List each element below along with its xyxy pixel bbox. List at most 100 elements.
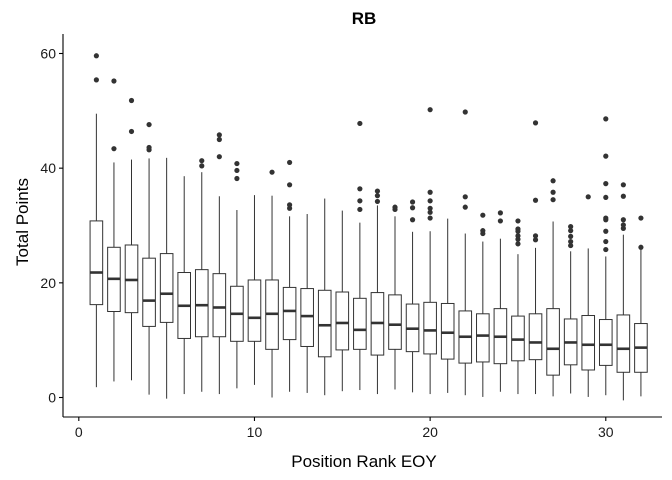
outlier-point: [550, 197, 556, 203]
box-19: [405, 199, 420, 393]
box-3: [124, 97, 139, 381]
outlier-point: [111, 78, 117, 84]
outlier-point: [603, 215, 609, 221]
outlier-point: [532, 120, 539, 126]
outlier-point: [287, 202, 293, 208]
outlier-point: [603, 116, 609, 122]
outlier-point: [427, 107, 433, 113]
outlier-point: [620, 222, 626, 228]
box-24: [493, 210, 508, 392]
box-32: [634, 215, 648, 397]
box-29: [581, 194, 596, 397]
outlier-point: [480, 212, 486, 218]
outlier-point: [568, 228, 574, 234]
outlier-point: [216, 154, 222, 160]
outlier-point: [234, 167, 240, 174]
outlier-point: [409, 217, 416, 223]
box-12: [282, 159, 297, 392]
box-4: [142, 121, 156, 395]
y-tick-label: 40: [40, 160, 56, 176]
outlier-point: [111, 146, 117, 152]
outlier-point: [497, 218, 503, 224]
plot-area: [89, 53, 648, 401]
outlier-point: [374, 188, 381, 194]
outlier-point: [128, 97, 135, 104]
outlier-point: [427, 198, 433, 204]
outlier-point: [357, 198, 363, 204]
outlier-point: [374, 193, 381, 199]
y-tick-label: 0: [48, 390, 56, 406]
outlier-point: [603, 153, 609, 159]
box-9: [230, 160, 244, 389]
outlier-point: [269, 169, 275, 175]
outlier-point: [462, 204, 468, 210]
outlier-point: [427, 189, 433, 195]
chart-title: RB: [352, 9, 377, 28]
iqr-box: [317, 289, 332, 358]
box-20: [423, 107, 437, 395]
box-22: [458, 109, 473, 396]
outlier-point: [128, 128, 135, 135]
outlier-point: [462, 194, 468, 200]
y-tick-label: 60: [40, 45, 56, 61]
box-11: [265, 169, 279, 398]
box-5: [159, 157, 174, 399]
outlier-point: [357, 120, 363, 127]
box-7: [194, 158, 209, 392]
outlier-point: [515, 241, 521, 247]
outlier-point: [603, 246, 609, 253]
iqr-box: [476, 313, 490, 363]
x-tick-label: 20: [422, 424, 438, 440]
outlier-point: [234, 160, 240, 167]
outlier-point: [427, 205, 433, 211]
box-16: [353, 120, 367, 391]
box-2: [107, 78, 121, 382]
outlier-point: [603, 228, 609, 234]
outlier-point: [568, 233, 574, 239]
iqr-box: [546, 308, 560, 376]
x-tick-label: 10: [247, 424, 263, 440]
outlier-point: [462, 109, 468, 115]
box-18: [388, 204, 402, 390]
box-8: [212, 132, 227, 395]
axes: 0 20 40 60 0 10 20 30: [40, 34, 662, 440]
box-17: [370, 188, 385, 395]
box-13: [300, 214, 314, 393]
outlier-point: [620, 182, 626, 188]
x-axis-label: Position Rank EOY: [291, 452, 437, 471]
outlier-point: [234, 175, 240, 182]
outlier-point: [427, 209, 433, 215]
y-tick-label: 20: [40, 275, 56, 291]
outlier-point: [532, 233, 539, 239]
box-15: [335, 210, 350, 392]
outlier-point: [357, 206, 363, 213]
outlier-point: [409, 199, 416, 205]
outlier-point: [603, 238, 609, 245]
iqr-box: [282, 286, 297, 341]
iqr-box: [194, 269, 209, 338]
iqr-box: [353, 297, 367, 350]
outlier-point: [216, 136, 222, 143]
iqr-box: [335, 291, 350, 351]
box-28: [563, 224, 578, 394]
outlier-point: [638, 244, 644, 250]
iqr-box: [388, 294, 402, 350]
outlier-point: [146, 144, 152, 151]
iqr-box: [598, 319, 613, 366]
box-26: [528, 120, 543, 395]
outlier-point: [532, 197, 539, 203]
iqr-box: [89, 220, 104, 306]
outlier-point: [357, 186, 363, 192]
outlier-point: [532, 237, 539, 243]
outlier-point: [620, 193, 626, 199]
iqr-box: [423, 301, 437, 355]
box-10: [247, 195, 262, 385]
box-30: [598, 116, 613, 396]
outlier-point: [480, 228, 486, 234]
iqr-box: [247, 279, 262, 342]
outlier-point: [199, 158, 205, 164]
iqr-box: [212, 273, 227, 338]
outlier-point: [93, 77, 99, 83]
iqr-box: [440, 302, 455, 360]
